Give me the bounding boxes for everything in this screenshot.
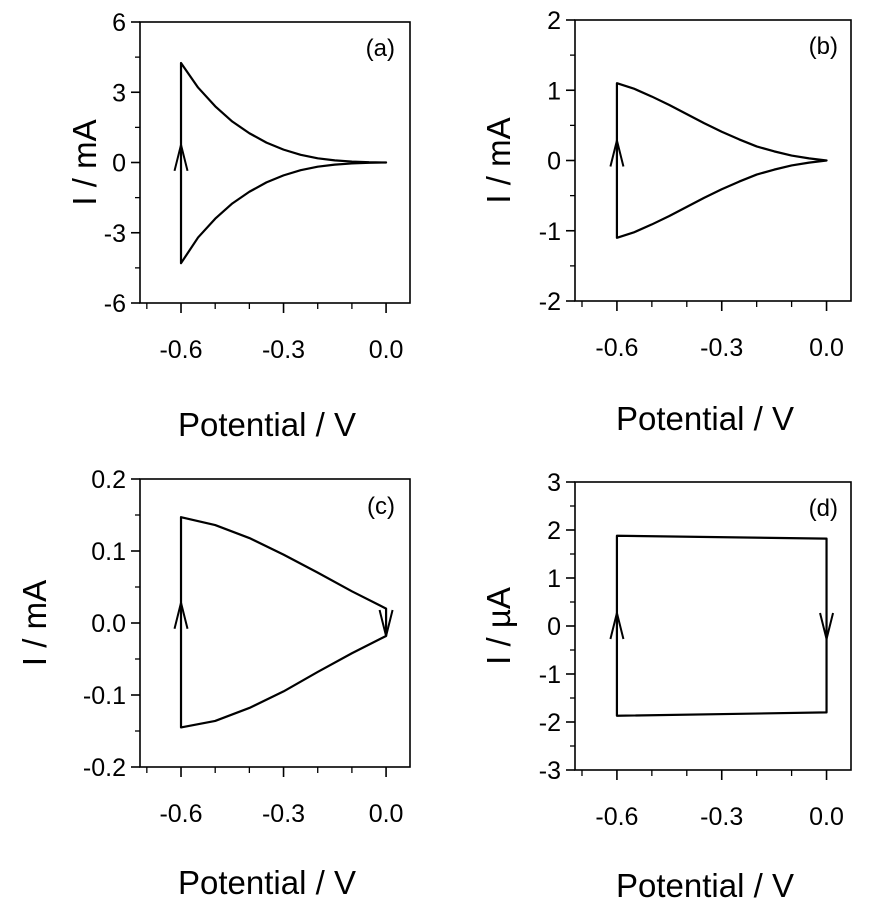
- y-tick-label: 3: [112, 79, 126, 107]
- x-tick-label: 0.0: [809, 334, 844, 362]
- series-line: [179, 61, 388, 265]
- y-tick-label: 0: [112, 150, 126, 178]
- y-tick-label: -1: [539, 661, 561, 689]
- y-tick-label: 2: [547, 7, 561, 35]
- x-axis-title: Potential / V: [616, 400, 794, 437]
- y-tick-label: 0.2: [91, 466, 126, 494]
- x-tick-label: -0.3: [262, 336, 305, 364]
- x-tick-label: -0.6: [595, 803, 638, 831]
- y-tick-label: 0.0: [91, 610, 126, 638]
- y-tick-label: -1: [539, 218, 561, 246]
- series-line: [179, 516, 388, 729]
- x-tick-label: -0.3: [700, 334, 743, 362]
- direction-arrow-down: [378, 609, 394, 637]
- series-line: [615, 82, 828, 239]
- panel-label: (d): [809, 495, 838, 522]
- y-tick-label: 0: [547, 148, 561, 176]
- chart-panel-1: -6 -3 0 3 6 -0.6 -0.3 0.0 Potential / V I / mA (a): [66, 9, 411, 443]
- x-axis-title: Potential / V: [178, 406, 356, 443]
- y-tick-label: -0.1: [83, 682, 126, 710]
- y-tick-label: -0.2: [83, 754, 126, 782]
- y-axis-title: I / µA: [480, 587, 517, 665]
- y-tick-label: 1: [547, 565, 561, 593]
- chart-panel-3: -0.2 -0.1 0.0 0.1 0.2 -0.6 -0.3 0.0 Potential / …: [16, 466, 411, 901]
- y-axis-title: I / mA: [16, 580, 53, 666]
- panel-label: (a): [366, 35, 395, 62]
- x-tick-label: -0.3: [262, 800, 305, 828]
- direction-arrow-down: [819, 612, 835, 640]
- y-tick-label: 3: [547, 469, 561, 497]
- x-tick-label: -0.6: [159, 800, 202, 828]
- x-tick-label: -0.6: [595, 334, 638, 362]
- y-tick-label: -2: [539, 288, 561, 316]
- panel-label: (c): [367, 493, 395, 520]
- direction-arrow-up: [609, 612, 625, 640]
- chart-panel-2: -2 -1 0 1 2 -0.6 -0.3 0.0 Potential / V I / mA (b): [480, 7, 852, 437]
- y-tick-label: 1: [547, 77, 561, 105]
- y-tick-label: -3: [104, 220, 126, 248]
- panel-label: (b): [809, 33, 838, 60]
- x-tick-label: 0.0: [369, 800, 404, 828]
- y-tick-label: -6: [104, 290, 126, 318]
- x-tick-label: -0.3: [700, 803, 743, 831]
- series-line: [615, 534, 828, 717]
- chart-panel-4: -3 -2 -1 0 1 2 3 -0.6 -0.3 0.0 Potential / V I / µA…: [480, 469, 852, 901]
- x-axis-title: Potential / V: [616, 867, 794, 901]
- x-axis-title: Potential / V: [178, 864, 356, 901]
- y-tick-label: 0: [547, 613, 561, 641]
- direction-arrow-up: [609, 140, 625, 167]
- x-tick-label: 0.0: [369, 336, 404, 364]
- y-axis-title: I / mA: [66, 119, 103, 205]
- y-tick-label: -3: [539, 757, 561, 785]
- x-tick-label: -0.6: [159, 336, 202, 364]
- y-tick-label: 0.1: [91, 538, 126, 566]
- y-tick-label: -2: [539, 709, 561, 737]
- y-tick-label: 6: [112, 9, 126, 37]
- y-tick-label: 2: [547, 517, 561, 545]
- direction-arrow-up: [173, 602, 189, 630]
- x-tick-label: 0.0: [809, 803, 844, 831]
- direction-arrow-up: [173, 144, 189, 172]
- y-axis-title: I / mA: [480, 117, 517, 203]
